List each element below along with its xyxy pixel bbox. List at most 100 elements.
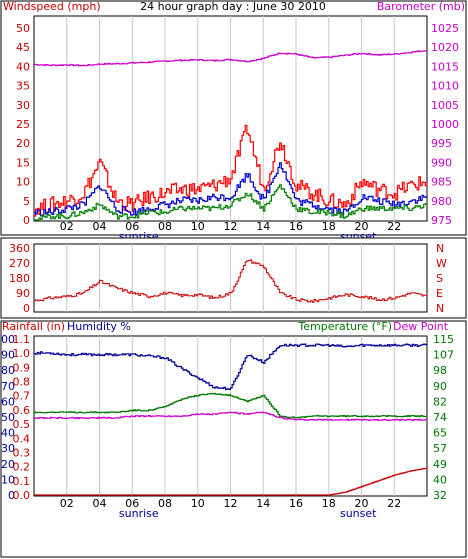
y-tick-label: S xyxy=(436,272,443,285)
y-tick-label: 15 xyxy=(16,156,30,169)
y-tick-label: 90 xyxy=(16,287,30,300)
x-tick-label: 10 xyxy=(191,220,205,233)
y-tick-label: 10 xyxy=(1,473,15,486)
chart-title: 24 hour graph day : June 30 2010 xyxy=(140,0,326,13)
y-tick-label: 20 xyxy=(1,458,15,471)
x-marker-label: sunset xyxy=(340,507,377,520)
series-1 xyxy=(34,50,428,221)
panel-wind-barometer: 24 hour graph day : June 30 2010 Windspe… xyxy=(0,0,467,243)
y-tick-label: E xyxy=(436,287,443,300)
x-tick-label: 16 xyxy=(289,497,303,510)
rainfall-tick-labels: 0.00.10.2 0.30.40.50.60.70.8 0.91.01.1 xyxy=(13,333,31,502)
y-tick-label: 40 xyxy=(16,60,30,73)
y-tick-label: 50 xyxy=(1,411,15,424)
y-tick-label: 5 xyxy=(23,195,30,208)
y-tick-label: 1000 xyxy=(431,118,459,131)
series-2 xyxy=(34,259,428,303)
barometer-tick-labels: 975 980 985 990 995 1000 1005 1010 1015 1020 1025 xyxy=(431,22,459,227)
y-tick-label: 100 xyxy=(0,333,15,346)
x-tick-label: 22 xyxy=(387,497,401,510)
gridlines-2 xyxy=(66,244,395,312)
y-tick-label: 975 xyxy=(431,214,452,227)
x-tick-label: 14 xyxy=(256,220,270,233)
x-tick-label: 12 xyxy=(224,497,238,510)
x-tick-label: 20 xyxy=(355,220,369,233)
x-tick-label: 14 xyxy=(256,497,270,510)
y-tick-label: 180 xyxy=(9,272,30,285)
x-tick-label: 08 xyxy=(158,497,172,510)
direction-degree-labels: 0 90 180 270 360 xyxy=(9,242,30,315)
y-tick-label: 30 xyxy=(1,442,15,455)
x-marker-label: sunrise xyxy=(119,507,159,520)
x-tick-label: 10 xyxy=(191,497,205,510)
y-tick-label: 990 xyxy=(431,156,452,169)
y-tick-label: 50 xyxy=(16,22,30,35)
y-tick-label: 65 xyxy=(433,427,447,440)
y-tick-label: 360 xyxy=(9,242,30,255)
windspeed-axis-label: Windspeed (mph) xyxy=(3,0,101,13)
y-tick-label: 115 xyxy=(433,333,454,346)
y-tick-label: 0.7 xyxy=(13,390,31,403)
y-tick-label: 0.1 xyxy=(13,475,31,488)
y-tick-label: 1.0 xyxy=(13,347,31,360)
x-tick-label: 02 xyxy=(60,497,74,510)
humidity-tick-labels: 0 10 20 30 40 50 60 70 80 90 100 xyxy=(0,333,15,502)
series-average xyxy=(34,184,428,221)
series-direction xyxy=(34,259,428,303)
y-tick-label: 74 xyxy=(433,411,447,424)
y-tick-label: 25 xyxy=(16,118,30,131)
y-tick-label: 0.2 xyxy=(13,461,31,474)
dewpoint-axis-label: Dew Point xyxy=(393,320,449,333)
y-tick-label: 0 xyxy=(8,489,15,502)
series-3 xyxy=(34,343,428,496)
series-temperature xyxy=(34,392,428,419)
y-tick-label: 80 xyxy=(1,364,15,377)
x-tick-label: 06 xyxy=(125,220,139,233)
series-dew-point xyxy=(34,411,428,421)
y-tick-label: 0 xyxy=(23,302,30,315)
y-tick-label: 30 xyxy=(16,99,30,112)
y-tick-label: 0 xyxy=(23,214,30,227)
x-tick-label: 06 xyxy=(125,497,139,510)
x-tick-label: 12 xyxy=(224,220,238,233)
y-tick-label: 1015 xyxy=(431,60,459,73)
y-tick-label: 0.6 xyxy=(13,404,31,417)
x-tick-label: 18 xyxy=(322,497,336,510)
y-tick-label: 1025 xyxy=(431,22,459,35)
panel-humidity-temperature: Rainfall (in) Humidity % Temperature (°F… xyxy=(0,320,467,558)
series-speed xyxy=(34,162,428,217)
y-tick-label: 10 xyxy=(16,176,30,189)
y-tick-label: 90 xyxy=(1,349,15,362)
y-tick-label: 0.4 xyxy=(13,432,31,445)
y-tick-label: 90 xyxy=(433,380,447,393)
y-tick-label: 0.0 xyxy=(13,489,31,502)
barometer-axis-label: Barometer (mb) xyxy=(377,0,465,13)
temperature-axis-label: Temperature (°F) xyxy=(297,320,392,333)
x-tick-label: 20 xyxy=(355,497,369,510)
windspeed-tick-labels: 0 5 10 15 20 25 30 35 40 45 50 xyxy=(16,22,30,227)
y-tick-label: 60 xyxy=(1,395,15,408)
y-tick-label: 980 xyxy=(431,195,452,208)
x-tick-label: 16 xyxy=(289,220,303,233)
x-tick-label: 04 xyxy=(93,220,107,233)
x-tick-label: 18 xyxy=(322,220,336,233)
x-tick-label: 08 xyxy=(158,220,172,233)
series-rainfall xyxy=(34,467,428,496)
y-tick-label: 985 xyxy=(431,176,452,189)
y-tick-label: 98 xyxy=(433,364,447,377)
y-tick-label: 20 xyxy=(16,137,30,150)
y-tick-label: 70 xyxy=(1,380,15,393)
x-tick-label: 04 xyxy=(93,497,107,510)
y-tick-label: 35 xyxy=(16,80,30,93)
x-tick-label: 02 xyxy=(60,220,74,233)
y-tick-label: W xyxy=(436,257,447,270)
y-tick-label: 82 xyxy=(433,395,447,408)
y-tick-label: 0.8 xyxy=(13,376,31,389)
hour-tick-labels-3: 02 04 06 08 10 12 14 16 18 20 22 sunrise sunset xyxy=(60,497,402,520)
series-barometer xyxy=(34,50,428,67)
y-tick-label: 0.3 xyxy=(13,446,31,459)
y-tick-label: 1010 xyxy=(431,80,459,93)
